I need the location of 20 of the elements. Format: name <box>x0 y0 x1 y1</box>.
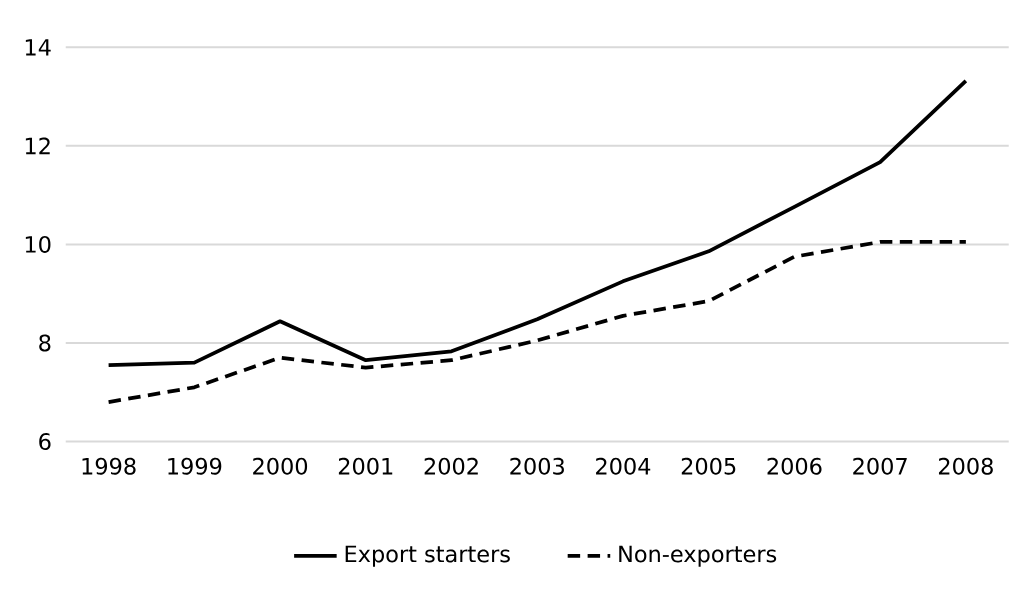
y-tick-label: 14 <box>25 39 51 56</box>
y-tick-label: 12 <box>25 137 50 155</box>
x-tick-label: 1998 <box>82 457 136 475</box>
line-series <box>106 240 968 405</box>
y-tick-label: 6 <box>39 433 51 451</box>
y-tick-label: 10 <box>25 236 51 253</box>
x-tick-label: 2005 <box>681 457 736 475</box>
x-tick-label: 2006 <box>767 457 822 475</box>
legend-label: Non-exporters <box>619 545 777 567</box>
x-tick-label: 2004 <box>596 457 651 475</box>
x-tick-label: 2003 <box>510 457 564 475</box>
x-tick-label: 1999 <box>168 457 222 475</box>
x-tick-label: 2002 <box>424 457 478 475</box>
x-tick-label: 2007 <box>853 457 907 475</box>
legend-label: Export starters <box>345 545 510 567</box>
x-tick-label: 2000 <box>253 457 308 475</box>
line-series <box>106 79 968 368</box>
y-tick-label: 8 <box>39 334 51 352</box>
x-tick-label: 2008 <box>938 457 993 475</box>
x-tick-label: 2001 <box>338 457 393 475</box>
